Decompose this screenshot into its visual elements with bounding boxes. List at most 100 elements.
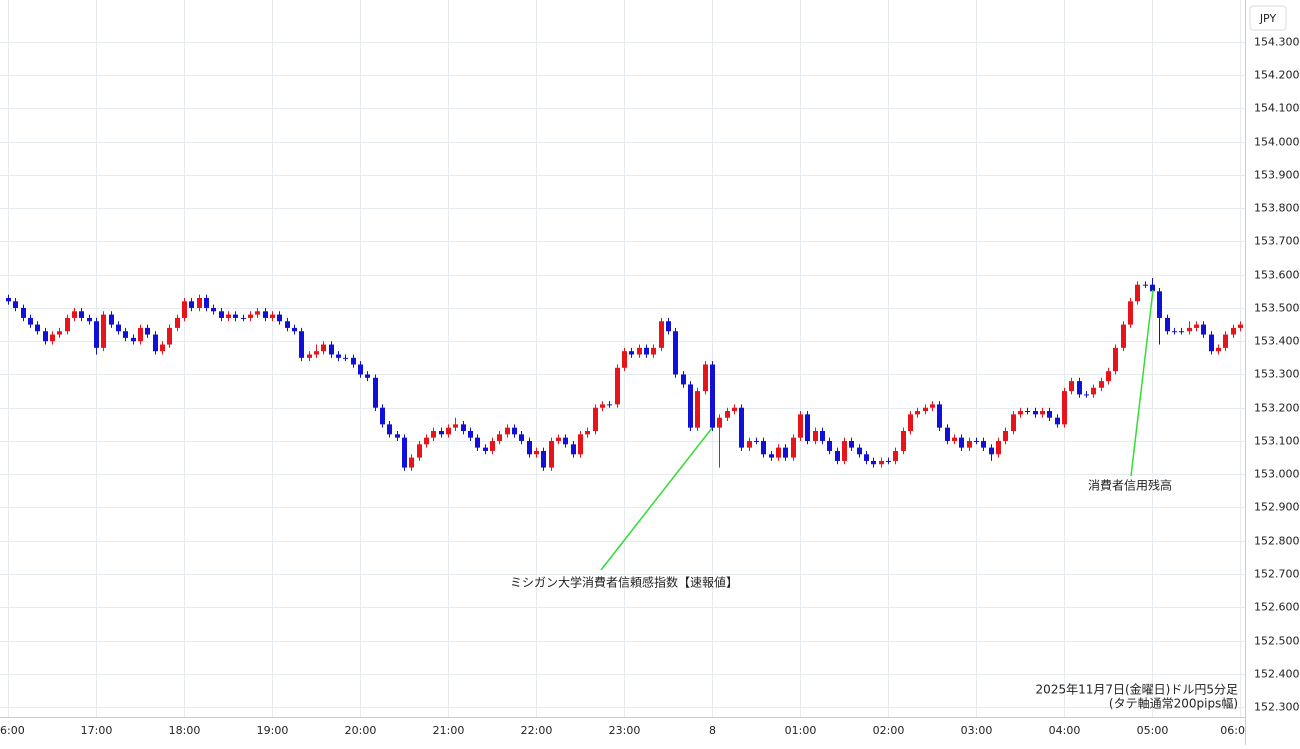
candle-body xyxy=(849,440,854,448)
candle-body xyxy=(1150,284,1155,292)
candle-body xyxy=(717,417,722,428)
candle-body xyxy=(1033,411,1038,415)
x-tick-label: 02:00 xyxy=(873,724,905,737)
candle-body xyxy=(453,424,458,428)
candle-body xyxy=(1179,331,1184,333)
candle-body xyxy=(813,430,818,441)
candle-body xyxy=(879,460,884,465)
candle-body xyxy=(776,447,781,458)
candle-body xyxy=(28,317,33,325)
candle-body xyxy=(688,384,693,428)
candle-body xyxy=(857,447,862,455)
candle-body xyxy=(1003,430,1008,441)
currency-label: JPY xyxy=(1259,12,1277,25)
currency-box xyxy=(1249,5,1287,31)
candle-body xyxy=(725,411,730,418)
candle-body xyxy=(761,440,766,455)
candle-body xyxy=(769,454,774,458)
candle-body xyxy=(160,344,165,352)
candle-body xyxy=(681,374,686,385)
candle-body xyxy=(365,374,370,378)
candle-body xyxy=(607,404,612,406)
candle-body xyxy=(519,434,524,441)
candle-body xyxy=(431,430,436,438)
candle-body xyxy=(578,434,583,455)
candle-body xyxy=(395,434,400,438)
y-tick-label: 154.000 xyxy=(1254,136,1300,149)
candle-body xyxy=(710,364,715,428)
candle-body xyxy=(197,297,202,308)
candle-body xyxy=(475,437,480,448)
x-tick-label: 23:00 xyxy=(609,724,641,737)
candle-body xyxy=(373,377,378,408)
candle-body xyxy=(497,434,502,441)
candle-body xyxy=(886,460,891,462)
candle-body xyxy=(1121,324,1126,348)
candle-body xyxy=(233,314,238,318)
candle-body xyxy=(615,367,620,405)
y-tick-label: 153.200 xyxy=(1254,402,1300,415)
x-tick-label: 19:00 xyxy=(257,724,289,737)
candle-body xyxy=(6,297,11,302)
candle-body xyxy=(827,440,832,451)
y-tick-label: 154.200 xyxy=(1254,69,1300,82)
candle-body xyxy=(1143,284,1148,286)
candle-body xyxy=(1157,291,1162,318)
note: 2025年11月7日(金曜日)ドル円5分足 xyxy=(1036,682,1238,697)
y-tick-label: 152.500 xyxy=(1254,635,1300,648)
candle-body xyxy=(329,344,334,355)
candle-body xyxy=(732,407,737,412)
candle-body xyxy=(534,450,539,455)
y-tick-label: 153.600 xyxy=(1254,269,1300,282)
candle-body xyxy=(138,327,143,342)
candle-body xyxy=(292,327,297,332)
y-tick-label: 153.300 xyxy=(1254,368,1300,381)
candle-body xyxy=(277,314,282,322)
x-tick-label: 05:00 xyxy=(1137,724,1169,737)
x-tick-label: 06:0 xyxy=(1220,724,1245,737)
candle-body xyxy=(893,450,898,461)
candle-body xyxy=(153,334,158,352)
candle-body xyxy=(248,314,253,318)
candle-body xyxy=(512,427,517,435)
annotation-line xyxy=(1130,289,1154,477)
candle-body xyxy=(439,430,444,435)
y-tick-label: 154.300 xyxy=(1254,36,1300,49)
candle-body xyxy=(87,317,92,322)
candle-body xyxy=(1216,347,1221,352)
candle-body xyxy=(666,321,671,332)
candle-body xyxy=(945,427,950,441)
candle-body xyxy=(50,334,55,342)
candle-body xyxy=(189,301,194,308)
x-tick-label: 18:00 xyxy=(169,724,201,737)
candle-body xyxy=(1047,411,1052,418)
candle-body xyxy=(226,314,231,318)
candle-body xyxy=(351,357,356,365)
candle-body xyxy=(996,440,1001,455)
y-tick-label: 153.000 xyxy=(1254,468,1300,481)
candle-body xyxy=(1084,394,1089,396)
candle-body xyxy=(637,347,642,355)
candle-body xyxy=(109,314,114,325)
candle-body xyxy=(65,317,70,332)
candle-body xyxy=(490,440,495,451)
candle-body xyxy=(1011,414,1016,431)
candle-body xyxy=(1069,381,1074,392)
candle-body xyxy=(380,407,385,425)
candle-body xyxy=(864,454,869,461)
candle-body xyxy=(255,311,260,315)
candle-body xyxy=(131,337,136,342)
candle-body xyxy=(754,440,759,442)
candle-body xyxy=(505,427,510,435)
candle-body xyxy=(79,311,84,318)
candle-body xyxy=(798,414,803,438)
candle-body xyxy=(57,331,62,335)
candle-body xyxy=(1135,284,1140,302)
candle-body xyxy=(94,321,99,348)
candle-body xyxy=(116,324,121,332)
candle-body xyxy=(409,457,414,468)
candle-body xyxy=(1194,324,1199,328)
candle-body xyxy=(747,440,752,448)
candle-body xyxy=(871,460,876,465)
